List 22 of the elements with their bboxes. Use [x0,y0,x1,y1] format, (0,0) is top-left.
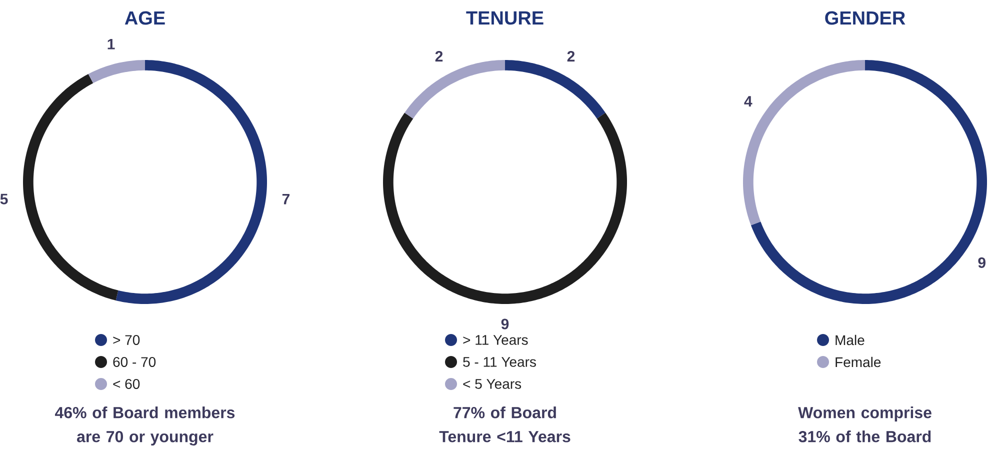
text: Women comprise 31% of the Board [798,406,932,442]
chart-title: TENURE [466,11,544,25]
legend-label: Male [836,334,864,346]
chart-title: AGE [124,11,165,25]
text: 77% of Board Tenure <11 Years [439,406,570,442]
chart-title: GENDER [825,11,906,25]
legend-label: < 60 [113,379,140,389]
data-label: 1 [108,38,115,50]
data-label: 4 [744,96,752,106]
legend-label: Female [836,356,881,368]
text: 46% of Board members are 70 or younger [54,406,235,446]
data-label: 7 [282,194,290,204]
data-label: 2 [567,51,575,62]
legend-label: > 11 Years [463,335,528,345]
legend-label: < 5 Years [463,379,522,389]
data-label: 9 [501,318,509,330]
legend-label: 60 - 70 [113,357,156,367]
data-label: 2 [435,51,443,62]
legend-label: 5 - 11 Years [463,357,536,367]
data-label: 9 [978,257,986,268]
data-label: 5 [0,194,8,204]
legend-label: > 70 [113,335,140,345]
